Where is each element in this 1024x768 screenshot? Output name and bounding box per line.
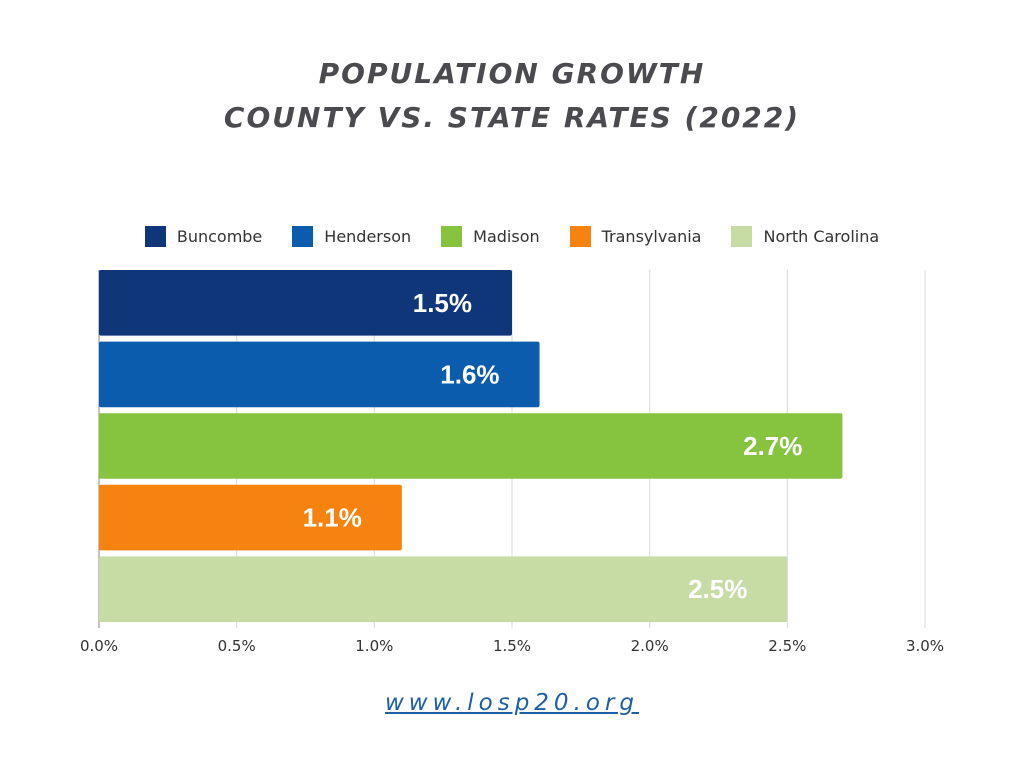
legend-label: Transylvania (601, 227, 702, 246)
x-tick-label: 1.0% (355, 637, 393, 655)
legend-item-buncombe: Buncombe (144, 226, 263, 247)
legend-item-north-carolina: North Carolina (731, 226, 879, 247)
chart-title: POPULATION GROWTH COUNTY VS. STATE RATES… (0, 52, 1024, 140)
bar-buncombe (99, 270, 512, 336)
x-tick-label: 0.0% (80, 637, 118, 655)
bar-transylvania (99, 484, 402, 551)
bar-value-label: 2.5% (688, 574, 747, 604)
legend-swatch (569, 226, 591, 247)
bar-value-label: 2.7% (743, 431, 802, 461)
x-tick-label: 3.0% (906, 637, 944, 655)
chart-title-line-1: POPULATION GROWTH (318, 57, 706, 90)
legend-swatch (441, 226, 463, 247)
x-tick-label: 1.5% (493, 637, 531, 655)
website-link[interactable]: www.losp20.org (384, 690, 640, 716)
legend-label: Buncombe (176, 227, 263, 246)
legend-label: North Carolina (763, 227, 880, 246)
legend-label: Henderson (324, 227, 412, 246)
bar-madison (99, 413, 843, 479)
chart-legend: Buncombe Henderson Madison Transylvania … (0, 226, 1024, 247)
bar-henderson (99, 341, 540, 408)
legend-label: Madison (473, 227, 540, 246)
legend-item-henderson: Henderson (292, 226, 411, 247)
legend-swatch (144, 226, 166, 247)
bar-north-carolina (99, 556, 788, 622)
legend-item-madison: Madison (441, 226, 540, 247)
x-tick-label: 2.5% (768, 637, 806, 655)
bar-value-label: 1.5% (413, 288, 472, 318)
legend-swatch (292, 226, 314, 247)
chart-title-line-2: COUNTY VS. STATE RATES (2022) (223, 101, 801, 134)
legend-swatch (731, 226, 753, 247)
bar-value-label: 1.6% (440, 359, 499, 389)
legend-item-transylvania: Transylvania (569, 226, 702, 247)
bar-value-label: 1.1% (303, 503, 362, 533)
footer: www.losp20.org (0, 690, 1024, 716)
x-tick-label: 0.5% (218, 637, 256, 655)
x-tick-label: 2.0% (631, 637, 669, 655)
